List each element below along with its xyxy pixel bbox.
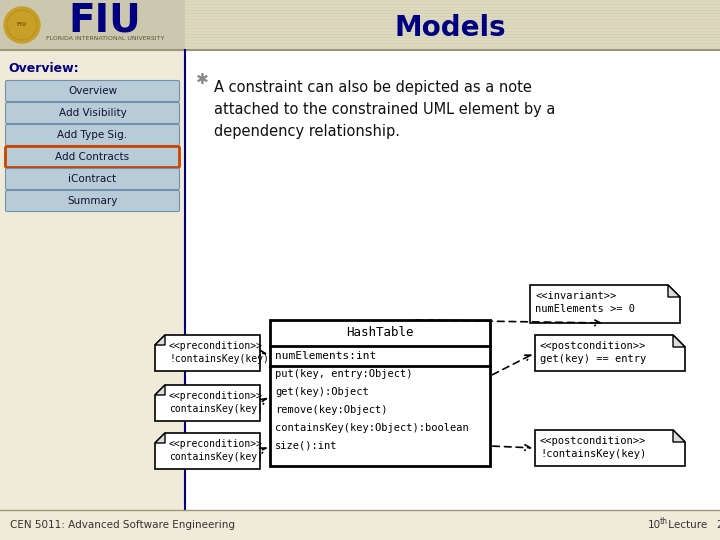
Text: Add Type Sig.: Add Type Sig. <box>58 130 127 140</box>
Text: iContract: iContract <box>68 174 117 184</box>
Polygon shape <box>155 433 260 469</box>
Text: FIU: FIU <box>17 23 27 28</box>
Bar <box>0 50 185 510</box>
Text: containsKey(key:Object):boolean: containsKey(key:Object):boolean <box>275 423 469 433</box>
Text: Overview:: Overview: <box>8 62 78 75</box>
Text: <<precondition>>: <<precondition>> <box>169 341 263 351</box>
Text: Add Contracts: Add Contracts <box>55 152 130 162</box>
Text: <<precondition>>: <<precondition>> <box>169 439 263 449</box>
Text: get(key):Object: get(key):Object <box>275 387 369 397</box>
Text: <<invariant>>: <<invariant>> <box>535 291 616 301</box>
Bar <box>0 50 185 510</box>
Text: <<postcondition>>: <<postcondition>> <box>540 341 647 351</box>
Bar <box>185 50 720 510</box>
Bar <box>0 510 720 540</box>
Text: Models: Models <box>394 14 506 42</box>
Text: <<precondition>>: <<precondition>> <box>169 391 263 401</box>
Polygon shape <box>530 285 680 323</box>
Text: Add Visibility: Add Visibility <box>58 108 127 118</box>
Text: <<postcondition>>: <<postcondition>> <box>540 436 647 446</box>
Polygon shape <box>155 335 260 371</box>
FancyBboxPatch shape <box>6 146 179 167</box>
Polygon shape <box>155 335 165 345</box>
Polygon shape <box>673 430 685 442</box>
Polygon shape <box>155 385 165 395</box>
Text: CEN 5011: Advanced Software Engineering: CEN 5011: Advanced Software Engineering <box>10 520 235 530</box>
Text: A constraint can also be depicted as a note
attached to the constrained UML elem: A constraint can also be depicted as a n… <box>214 80 555 139</box>
Text: FIU: FIU <box>68 1 141 39</box>
Polygon shape <box>673 335 685 347</box>
Text: remove(key:Object): remove(key:Object) <box>275 405 387 415</box>
Bar <box>0 0 720 50</box>
Text: HashTable: HashTable <box>346 327 414 340</box>
Text: get(key) == entry: get(key) == entry <box>540 354 647 364</box>
FancyBboxPatch shape <box>6 103 179 124</box>
Polygon shape <box>155 433 165 443</box>
Text: Summary: Summary <box>67 196 117 206</box>
Text: !containsKey(key): !containsKey(key) <box>540 449 647 459</box>
FancyBboxPatch shape <box>6 191 179 212</box>
Bar <box>0 0 185 50</box>
Text: 10: 10 <box>648 520 661 530</box>
Text: size():int: size():int <box>275 441 338 451</box>
Text: !containsKey(key): !containsKey(key) <box>169 354 269 364</box>
Bar <box>270 320 490 466</box>
Text: containsKey(key): containsKey(key) <box>169 404 263 414</box>
FancyBboxPatch shape <box>6 168 179 190</box>
Text: FLORIDA INTERNATIONAL UNIVERSITY: FLORIDA INTERNATIONAL UNIVERSITY <box>46 36 164 40</box>
Polygon shape <box>155 385 260 421</box>
FancyBboxPatch shape <box>6 125 179 145</box>
Text: Lecture   21: Lecture 21 <box>665 520 720 530</box>
Text: th: th <box>660 516 668 525</box>
Text: numElements >= 0: numElements >= 0 <box>535 304 635 314</box>
Text: containsKey(key): containsKey(key) <box>169 452 263 462</box>
Polygon shape <box>535 430 685 466</box>
Circle shape <box>4 7 40 43</box>
Text: put(key, entry:Object): put(key, entry:Object) <box>275 369 413 379</box>
Polygon shape <box>668 285 680 297</box>
Text: ✱: ✱ <box>196 72 209 87</box>
FancyBboxPatch shape <box>6 80 179 102</box>
Polygon shape <box>535 335 685 371</box>
Text: Overview: Overview <box>68 86 117 96</box>
Text: numElements:int: numElements:int <box>275 351 377 361</box>
